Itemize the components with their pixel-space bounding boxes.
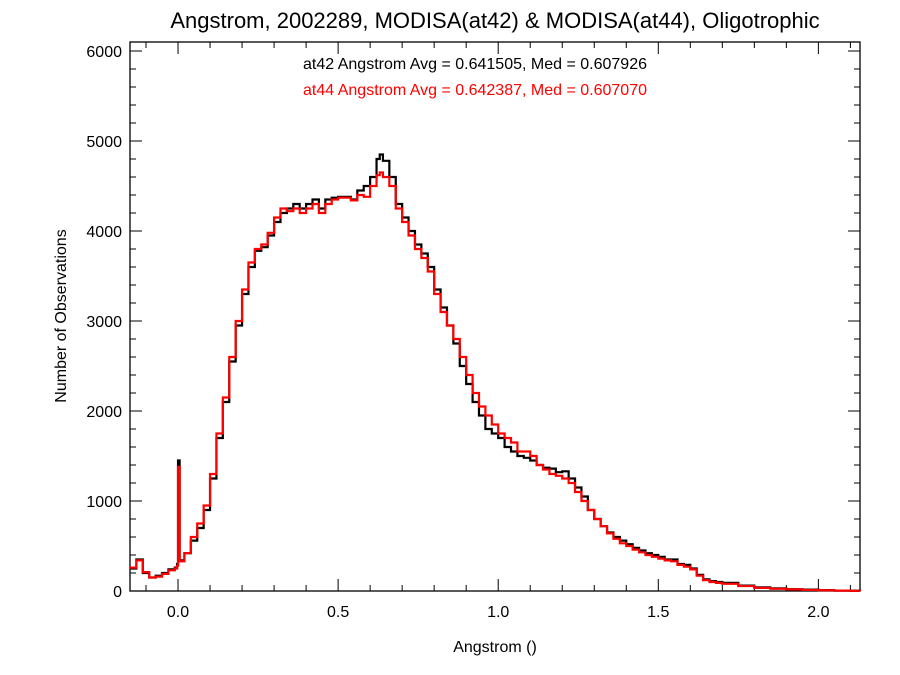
x-axis-tick-labels: 0.0 0.5 1.0 1.5 2.0: [167, 604, 830, 621]
annotation-at42: at42 Angstrom Avg = 0.641505, Med = 0.60…: [303, 56, 647, 73]
y-axis-ticks: [130, 50, 860, 592]
y-tick-label: 2000: [86, 404, 122, 421]
x-tick-label: 2.0: [807, 604, 829, 621]
y-axis-tick-labels: 0 1000 2000 3000 4000 5000 6000: [86, 44, 122, 601]
series-group: [130, 153, 862, 592]
y-tick-label: 1000: [86, 494, 122, 511]
series-at42-line: [130, 153, 862, 592]
y-tick-label: 4000: [86, 224, 122, 241]
y-tick-label: 5000: [86, 134, 122, 151]
x-axis-ticks: [145, 42, 851, 591]
x-tick-label: 1.0: [487, 604, 509, 621]
x-axis-label: Angstrom (): [453, 639, 537, 656]
chart-title: Angstrom, 2002289, MODISA(at42) & MODISA…: [170, 8, 819, 33]
y-tick-label: 0: [113, 584, 122, 601]
plot-frame: [129, 41, 861, 592]
x-tick-label: 1.5: [647, 604, 669, 621]
series-at44-line: [130, 171, 862, 592]
y-axis-label: Number of Observations: [53, 229, 70, 402]
y-tick-label: 3000: [86, 314, 122, 331]
annotation-at44: at44 Angstrom Avg = 0.642387, Med = 0.60…: [303, 82, 647, 99]
y-tick-label: 6000: [86, 44, 122, 61]
x-tick-label: 0.0: [167, 604, 189, 621]
x-tick-label: 0.5: [327, 604, 349, 621]
